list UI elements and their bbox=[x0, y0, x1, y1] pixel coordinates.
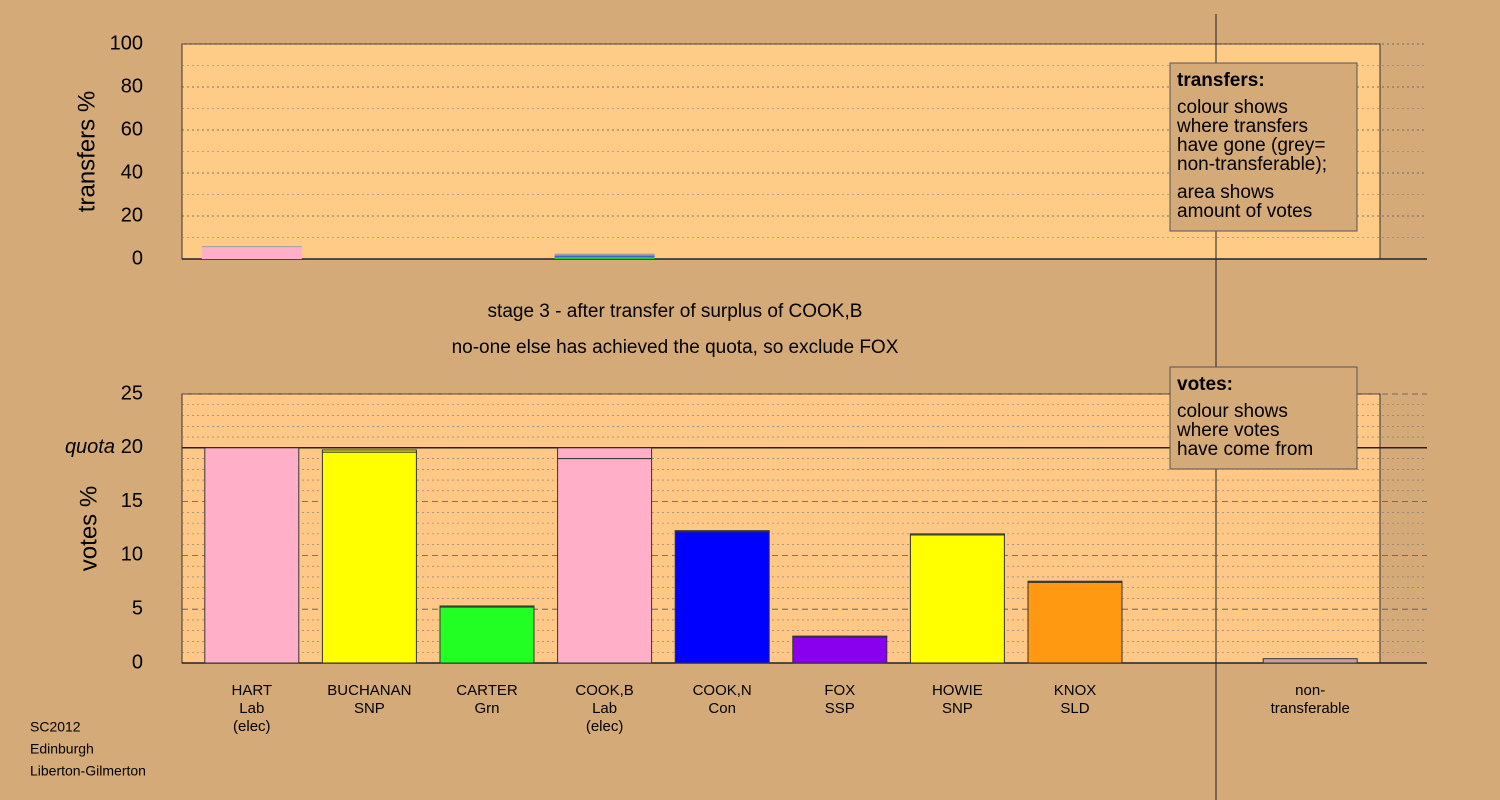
bar bbox=[1262, 658, 1358, 664]
bar bbox=[439, 606, 535, 664]
x-tick-label: FOX bbox=[824, 682, 855, 699]
quota-label: quota bbox=[65, 436, 115, 458]
legend-text: where transfers bbox=[1176, 116, 1308, 137]
legend-text: have gone (grey= bbox=[1177, 135, 1325, 156]
bar bbox=[792, 636, 888, 664]
bar bbox=[1027, 580, 1123, 583]
legend-text: colour shows bbox=[1177, 97, 1288, 118]
bar bbox=[204, 447, 300, 664]
y-tick-label: 80 bbox=[121, 75, 143, 97]
y-tick-label: 40 bbox=[121, 161, 143, 183]
legend-box bbox=[1169, 366, 1358, 470]
x-tick-label: KNOX bbox=[1054, 682, 1097, 699]
bar bbox=[201, 246, 302, 248]
y-tick-label: 5 bbox=[132, 597, 143, 619]
bar bbox=[201, 247, 302, 259]
legend-text: amount of votes bbox=[1177, 201, 1312, 222]
x-tick-label: SNP bbox=[354, 700, 385, 717]
chart-title: stage 3 - after transfer of surplus of C… bbox=[488, 301, 863, 322]
bar bbox=[674, 531, 770, 664]
y-tick-label: 0 bbox=[132, 651, 143, 673]
x-tick-label: Con bbox=[708, 700, 736, 717]
bar bbox=[321, 449, 417, 453]
x-tick-label: (elec) bbox=[233, 718, 271, 735]
footer: Liberton-Gilmerton bbox=[30, 763, 146, 779]
chart-title: no-one else has achieved the quota, so e… bbox=[452, 337, 899, 358]
x-tick-label: transferable bbox=[1271, 700, 1350, 717]
x-tick-label: SLD bbox=[1060, 700, 1089, 717]
y-tick-label: 10 bbox=[121, 544, 143, 566]
x-tick-label: Lab bbox=[239, 700, 264, 717]
x-tick-label: (elec) bbox=[586, 718, 624, 735]
bar bbox=[909, 534, 1005, 664]
x-tick-label: non- bbox=[1295, 682, 1325, 699]
legend-text: have come from bbox=[1177, 439, 1313, 460]
bar bbox=[792, 635, 888, 638]
y-axis-label: votes % bbox=[75, 486, 102, 571]
y-tick-label: 25 bbox=[121, 382, 143, 404]
y-tick-label: 100 bbox=[110, 32, 143, 54]
footer: SC2012 bbox=[30, 719, 81, 735]
bar bbox=[554, 257, 655, 259]
legend-text: area shows bbox=[1177, 182, 1274, 203]
x-tick-label: Grn bbox=[474, 700, 499, 717]
x-tick-label: Lab bbox=[592, 700, 617, 717]
y-tick-label: 0 bbox=[132, 247, 143, 269]
footer: Edinburgh bbox=[30, 741, 94, 757]
legend-title: votes: bbox=[1177, 374, 1233, 395]
x-tick-label: COOK,B bbox=[575, 682, 633, 699]
legend-text: colour shows bbox=[1177, 401, 1288, 422]
x-tick-label: HOWIE bbox=[932, 682, 983, 699]
y-tick-label: 15 bbox=[121, 490, 143, 512]
bar bbox=[909, 533, 1005, 536]
legend-box bbox=[1169, 62, 1358, 232]
bar bbox=[554, 255, 655, 258]
x-tick-label: COOK,N bbox=[693, 682, 752, 699]
x-tick-label: SNP bbox=[942, 700, 973, 717]
bar bbox=[557, 447, 653, 460]
bar bbox=[554, 253, 655, 256]
bar bbox=[321, 451, 417, 664]
x-tick-label: CARTER bbox=[456, 682, 518, 699]
legend-title: transfers: bbox=[1177, 70, 1265, 91]
bar bbox=[557, 458, 653, 664]
y-tick-label: 20 bbox=[121, 436, 143, 458]
bar bbox=[439, 605, 535, 608]
x-tick-label: BUCHANAN bbox=[327, 682, 411, 699]
y-axis-label: transfers % bbox=[73, 91, 100, 212]
y-tick-label: 60 bbox=[121, 118, 143, 140]
x-tick-label: HART bbox=[232, 682, 273, 699]
legend-text: where votes bbox=[1176, 420, 1279, 441]
bar bbox=[1027, 581, 1123, 664]
bar bbox=[674, 530, 770, 533]
x-tick-label: SSP bbox=[825, 700, 855, 717]
y-tick-label: 20 bbox=[121, 204, 143, 226]
legend-text: non-transferable); bbox=[1177, 154, 1327, 175]
